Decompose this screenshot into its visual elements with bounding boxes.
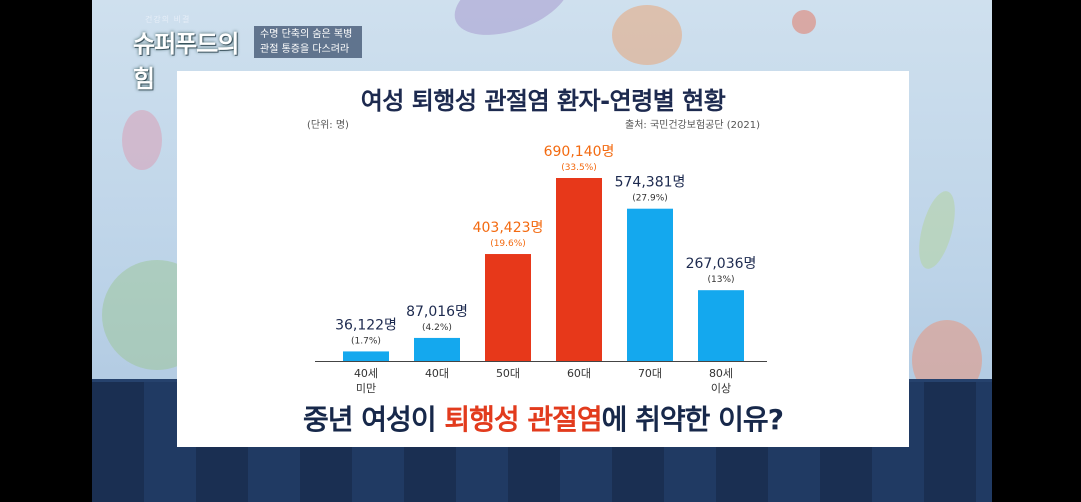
tomato-decoration <box>792 10 816 34</box>
question-highlight: 퇴행성 관절염 <box>444 403 602 436</box>
percent-label: (27.9%) <box>632 194 668 204</box>
chart-title: 여성 퇴행성 관절염 환자-연령별 현황 <box>360 87 726 115</box>
logo-title: 슈퍼푸드의 힘 <box>133 30 239 93</box>
bar <box>698 290 744 361</box>
category-label: 미만 <box>356 382 376 395</box>
bar <box>343 351 389 361</box>
percent-label: (33.5%) <box>561 163 597 173</box>
program-logo: 건강의 비결 슈퍼푸드의 힘 <box>133 14 253 93</box>
value-label: 403,423명 <box>473 220 544 236</box>
category-label: 50대 <box>496 367 520 380</box>
chart-card: 여성 퇴행성 관절염 환자-연령별 현황 (단위: 명) 출처: 국민건강보험공… <box>177 71 909 447</box>
bar <box>485 254 531 361</box>
bar <box>556 178 602 361</box>
carrot-decoration <box>612 5 682 65</box>
category-label: 40세 <box>354 367 378 380</box>
bar <box>414 337 460 361</box>
value-label: 87,016명 <box>406 304 468 320</box>
logo-subtitle: 건강의 비결 <box>145 15 191 24</box>
value-label: 574,381명 <box>615 175 686 191</box>
percent-label: (4.2%) <box>422 323 452 333</box>
pea-decoration <box>912 187 962 273</box>
question-caption: 중년 여성이 퇴행성 관절염에 취약한 이유? <box>177 398 909 438</box>
value-label: 267,036명 <box>686 256 757 272</box>
question-suffix: 에 취약한 이유? <box>601 403 784 436</box>
caption-line-2: 관절 통증을 다스려라 <box>260 44 350 55</box>
category-label: 70대 <box>638 367 662 380</box>
caption-line-1: 수명 단축의 숨은 복병 <box>260 29 353 40</box>
bar <box>627 208 673 361</box>
percent-label: (1.7%) <box>351 336 381 346</box>
radish-decoration <box>122 110 162 170</box>
category-label: 이상 <box>711 382 731 395</box>
question-prefix: 중년 여성이 <box>303 403 445 436</box>
category-label: 60대 <box>567 367 591 380</box>
episode-caption: 수명 단축의 숨은 복병 관절 통증을 다스려라 <box>254 26 362 58</box>
category-label: 80세 <box>709 367 733 380</box>
value-label: 690,140명 <box>544 144 615 160</box>
unit-label: (단위: 명) <box>307 120 349 131</box>
percent-label: (13%) <box>707 275 734 285</box>
percent-label: (19.6%) <box>490 239 526 249</box>
source-label: 출처: 국민건강보험공단 (2021) <box>625 120 760 131</box>
value-label: 36,122명 <box>335 317 397 333</box>
eggplant-decoration <box>445 0 579 49</box>
category-label: 40대 <box>425 367 449 380</box>
